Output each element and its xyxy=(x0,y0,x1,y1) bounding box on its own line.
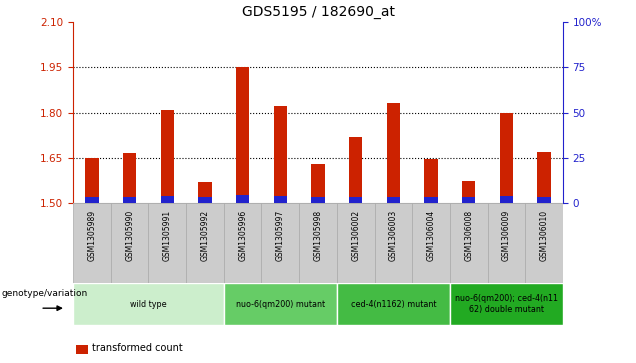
Text: GSM1305989: GSM1305989 xyxy=(88,210,97,261)
Text: GSM1305991: GSM1305991 xyxy=(163,210,172,261)
Bar xyxy=(198,197,212,203)
Text: GSM1306004: GSM1306004 xyxy=(427,210,436,261)
Bar xyxy=(161,196,174,203)
Text: GSM1305990: GSM1305990 xyxy=(125,210,134,261)
Text: wild type: wild type xyxy=(130,299,167,309)
Bar xyxy=(111,203,148,283)
Bar xyxy=(236,67,249,203)
Bar xyxy=(123,197,136,203)
Bar xyxy=(450,203,488,283)
Text: transformed count: transformed count xyxy=(92,343,183,354)
Text: nuo-6(qm200) mutant: nuo-6(qm200) mutant xyxy=(236,299,325,309)
Text: GSM1305992: GSM1305992 xyxy=(200,210,209,261)
Bar xyxy=(337,283,450,325)
Bar xyxy=(488,203,525,283)
Text: ced-4(n1162) mutant: ced-4(n1162) mutant xyxy=(350,299,436,309)
Bar xyxy=(387,103,400,203)
Bar xyxy=(312,164,324,203)
Bar xyxy=(123,154,136,203)
Bar xyxy=(273,196,287,203)
Bar xyxy=(462,197,475,203)
Bar xyxy=(424,197,438,203)
Text: genotype/variation: genotype/variation xyxy=(1,289,88,298)
Bar xyxy=(85,197,99,203)
Bar xyxy=(186,203,224,283)
Bar xyxy=(537,152,551,203)
Bar xyxy=(387,197,400,203)
Bar xyxy=(148,203,186,283)
Bar xyxy=(500,113,513,203)
Bar xyxy=(450,283,563,325)
Bar xyxy=(261,203,299,283)
Bar xyxy=(224,203,261,283)
Bar xyxy=(525,203,563,283)
Text: GSM1305997: GSM1305997 xyxy=(276,210,285,261)
Text: GSM1306008: GSM1306008 xyxy=(464,210,473,261)
Bar xyxy=(224,283,337,325)
Bar xyxy=(462,181,475,203)
Text: GSM1306010: GSM1306010 xyxy=(539,210,548,261)
Bar xyxy=(76,345,88,354)
Text: GSM1306009: GSM1306009 xyxy=(502,210,511,261)
Bar xyxy=(198,182,212,203)
Bar xyxy=(312,197,324,203)
Bar xyxy=(337,203,375,283)
Title: GDS5195 / 182690_at: GDS5195 / 182690_at xyxy=(242,5,394,19)
Text: GSM1306003: GSM1306003 xyxy=(389,210,398,261)
Bar xyxy=(349,137,363,203)
Bar xyxy=(537,197,551,203)
Bar xyxy=(412,203,450,283)
Bar xyxy=(236,195,249,203)
Bar xyxy=(73,283,224,325)
Bar xyxy=(424,159,438,203)
Bar xyxy=(349,197,363,203)
Bar xyxy=(299,203,337,283)
Bar xyxy=(273,106,287,203)
Bar xyxy=(375,203,412,283)
Bar xyxy=(161,110,174,203)
Text: nuo-6(qm200); ced-4(n11
62) double mutant: nuo-6(qm200); ced-4(n11 62) double mutan… xyxy=(455,294,558,314)
Bar xyxy=(73,203,111,283)
Text: GSM1306002: GSM1306002 xyxy=(351,210,360,261)
Bar xyxy=(500,196,513,203)
Text: GSM1305996: GSM1305996 xyxy=(238,210,247,261)
Text: GSM1305998: GSM1305998 xyxy=(314,210,322,261)
Bar xyxy=(85,158,99,203)
